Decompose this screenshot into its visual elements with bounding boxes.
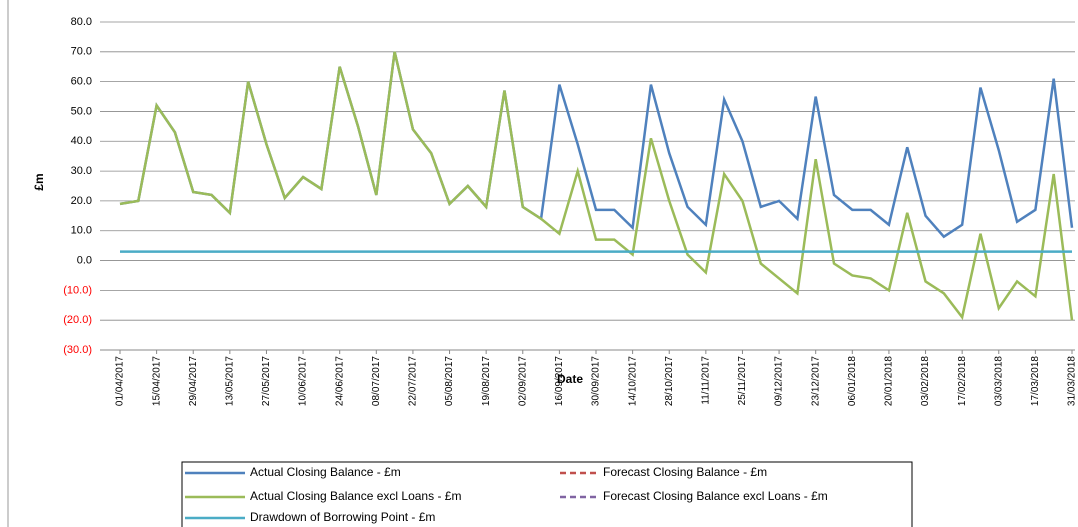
x-tick-label: 17/02/2018 <box>957 356 968 406</box>
x-tick-label: 20/01/2018 <box>884 356 895 406</box>
x-tick-label: 19/08/2017 <box>481 356 492 406</box>
x-tick-label: 29/04/2017 <box>188 356 199 406</box>
x-tick-label: 01/04/2017 <box>115 356 126 406</box>
legend-label: Drawdown of Borrowing Point - £m <box>250 510 435 524</box>
y-tick-label: 40.0 <box>71 135 92 147</box>
series-line <box>119 51 1074 321</box>
y-tick-label: (20.0) <box>63 314 92 326</box>
y-tick-label: (10.0) <box>63 284 92 296</box>
y-tick-label: 30.0 <box>71 165 92 177</box>
x-tick-label: 17/03/2018 <box>1030 356 1041 406</box>
x-tick-label: 03/02/2018 <box>920 356 931 406</box>
legend <box>181 461 913 527</box>
y-tick-label: 20.0 <box>71 195 92 207</box>
y-tick-label: 50.0 <box>71 105 92 117</box>
x-tick-label: 06/01/2018 <box>847 356 858 406</box>
x-tick-label: 02/09/2017 <box>517 356 528 406</box>
x-tick-label: 13/05/2017 <box>224 356 235 406</box>
x-tick-label: 15/04/2017 <box>151 356 162 406</box>
x-tick-label: 16/09/2017 <box>554 356 565 406</box>
x-tick-label: 14/10/2017 <box>627 356 638 406</box>
x-tick-label: 27/05/2017 <box>261 356 272 406</box>
legend-label: Forecast Closing Balance - £m <box>603 465 767 479</box>
legend-label: Actual Closing Balance - £m <box>250 465 401 479</box>
x-tick-label: 05/08/2017 <box>444 356 455 406</box>
y-tick-label: 60.0 <box>71 76 92 88</box>
x-tick-label: 03/03/2018 <box>993 356 1004 406</box>
y-tick-label: 0.0 <box>77 254 92 266</box>
x-tick-label: 25/11/2017 <box>737 356 748 406</box>
x-tick-label: 10/06/2017 <box>298 356 309 406</box>
legend-label: Forecast Closing Balance excl Loans - £m <box>603 489 828 503</box>
legend-label: Actual Closing Balance excl Loans - £m <box>250 489 461 503</box>
series-line <box>119 51 1074 239</box>
x-tick-label: 30/09/2017 <box>591 356 602 406</box>
x-tick-label: 22/07/2017 <box>408 356 419 406</box>
x-tick-label: 08/07/2017 <box>371 356 382 406</box>
x-tick-label: 28/10/2017 <box>664 356 675 406</box>
y-tick-label: 80.0 <box>71 16 92 28</box>
x-tick-label: 09/12/2017 <box>774 356 785 406</box>
y-tick-label: 10.0 <box>71 225 92 237</box>
x-tick-label: 23/12/2017 <box>810 356 821 406</box>
x-tick-label: 11/11/2017 <box>700 356 711 405</box>
x-axis-label: Date <box>557 372 583 386</box>
y-axis-label: £m <box>32 173 46 190</box>
y-tick-label: (30.0) <box>63 344 92 356</box>
x-tick-label: 24/06/2017 <box>334 356 345 406</box>
x-tick-label: 31/03/2018 <box>1067 356 1078 406</box>
y-tick-label: 70.0 <box>71 46 92 58</box>
